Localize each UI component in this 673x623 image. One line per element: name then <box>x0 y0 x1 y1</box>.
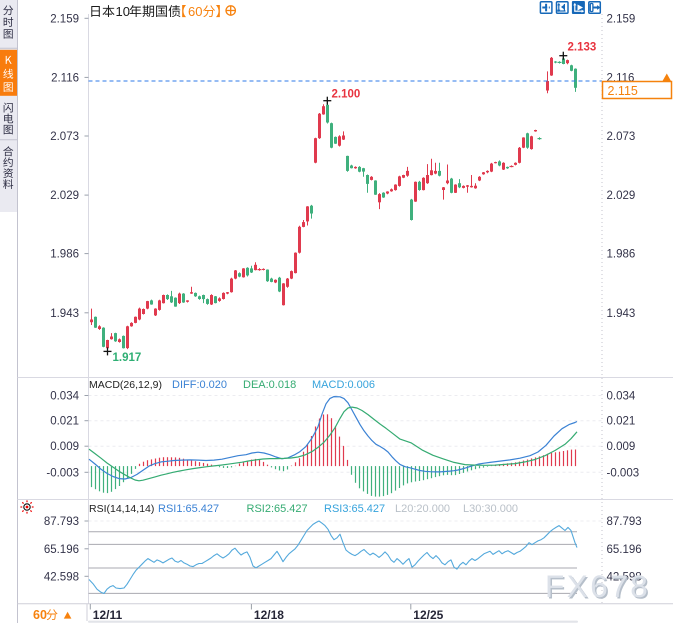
svg-text:RSI1:65.427: RSI1:65.427 <box>158 503 219 515</box>
svg-text:-0.003: -0.003 <box>607 467 640 479</box>
svg-text:42.598: 42.598 <box>44 571 79 583</box>
svg-text:FX678: FX678 <box>547 570 652 606</box>
svg-text:2.100: 2.100 <box>332 89 361 101</box>
svg-text:2.159: 2.159 <box>607 13 636 25</box>
svg-text:1.917: 1.917 <box>113 352 142 364</box>
svg-text:0.021: 0.021 <box>50 416 79 428</box>
svg-text:65.196: 65.196 <box>44 544 79 556</box>
svg-text:1.943: 1.943 <box>50 308 79 320</box>
svg-text:0.034: 0.034 <box>607 391 636 403</box>
svg-text:L20:20.000: L20:20.000 <box>395 503 450 515</box>
svg-text:12/25: 12/25 <box>413 608 443 622</box>
svg-text:-0.003: -0.003 <box>46 467 79 479</box>
svg-text:2.159: 2.159 <box>50 13 79 25</box>
svg-text:RSI3:65.427: RSI3:65.427 <box>324 503 385 515</box>
svg-text:2.116: 2.116 <box>51 72 79 84</box>
svg-text:12/18: 12/18 <box>254 608 284 622</box>
svg-text:0.021: 0.021 <box>607 416 636 428</box>
svg-text:DEA:0.018: DEA:0.018 <box>243 379 296 391</box>
svg-text:60: 60 <box>33 608 47 622</box>
svg-text:1.986: 1.986 <box>50 249 79 261</box>
svg-text:0.009: 0.009 <box>50 441 79 453</box>
svg-text:MACD:0.006: MACD:0.006 <box>312 379 375 391</box>
svg-text:2.115: 2.115 <box>608 84 638 98</box>
svg-text:2.073: 2.073 <box>607 131 636 143</box>
svg-text:FX678: FX678 <box>545 568 650 604</box>
svg-text:RSI2:65.427: RSI2:65.427 <box>247 503 308 515</box>
svg-text:2.133: 2.133 <box>568 42 597 54</box>
svg-text:MACD(26,12,9): MACD(26,12,9) <box>89 379 162 391</box>
svg-text:12/11: 12/11 <box>93 608 123 622</box>
svg-text:1.986: 1.986 <box>607 249 636 261</box>
svg-text:RSI(14,14,14): RSI(14,14,14) <box>89 503 154 515</box>
svg-text:10: 10 <box>116 4 130 19</box>
svg-text:0.034: 0.034 <box>50 391 79 403</box>
svg-text:2.029: 2.029 <box>50 190 79 202</box>
svg-text:0.009: 0.009 <box>607 441 636 453</box>
svg-text:2.073: 2.073 <box>50 131 79 143</box>
svg-text:DIFF:0.020: DIFF:0.020 <box>172 379 227 391</box>
svg-text:60: 60 <box>188 4 202 19</box>
svg-text:87.793: 87.793 <box>607 516 642 528</box>
svg-text:65.196: 65.196 <box>607 544 642 556</box>
svg-text:1.943: 1.943 <box>607 308 636 320</box>
svg-text:42.598: 42.598 <box>607 571 642 583</box>
svg-text:L30:30.000: L30:30.000 <box>463 503 518 515</box>
svg-text:87.793: 87.793 <box>44 516 79 528</box>
svg-text:2.029: 2.029 <box>607 190 636 202</box>
